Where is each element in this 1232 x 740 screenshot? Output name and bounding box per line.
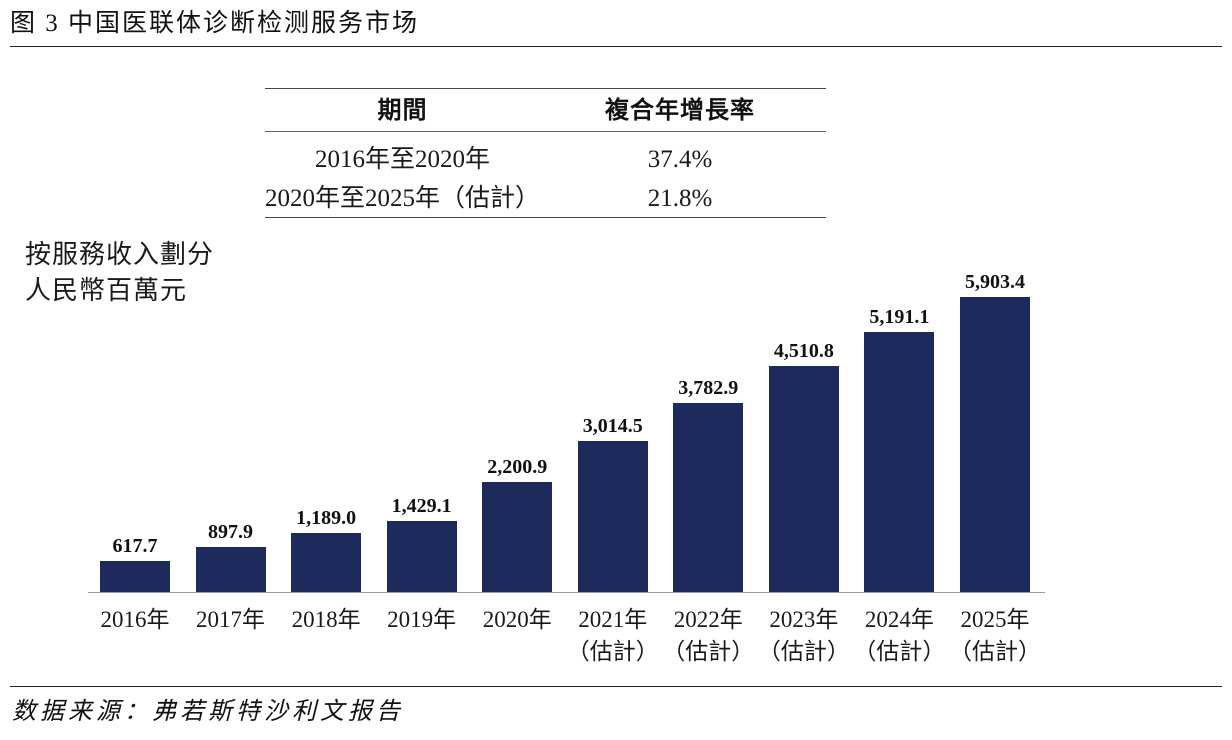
data-label-2022: 3,782.9 (678, 376, 739, 399)
bar-2025 (959, 296, 1030, 592)
source-note: 数据来源：弗若斯特沙利文报告 (12, 699, 404, 725)
x-tick-label-2018: 2018年 (291, 607, 361, 632)
data-label-2017: 897.9 (208, 521, 254, 544)
table-bottom-rule (265, 217, 826, 218)
bar-2017 (195, 547, 266, 592)
x-tick-label-2017: 2017年 (196, 607, 266, 632)
table-header-period: 期間 (377, 97, 428, 124)
table-row: 2016年至2020年 37.4% (0, 142, 1232, 178)
x-tick-label-2016: 2016年 (100, 607, 170, 632)
bar-2018 (291, 532, 362, 592)
table-cell-period: 2016年至2020年 (314, 146, 490, 173)
title-rule (10, 46, 1222, 47)
x-tick-label-2020: 2020年 (482, 607, 552, 632)
bar-2019 (386, 520, 457, 592)
y-axis-label-line-1: 按服務收入劃分 (25, 240, 215, 269)
x-tick-label-2019: 2019年 (387, 607, 457, 632)
data-label-2019: 1,429.1 (391, 494, 452, 517)
bar-2022 (673, 402, 744, 592)
table-cell-period: 2020年至2025年（估計） (264, 185, 540, 212)
x-tick-label-2022: 2022年 （估計） (662, 607, 755, 664)
data-label-2016: 617.7 (112, 535, 158, 558)
table-header-rule (265, 131, 826, 132)
bar-2021 (577, 441, 648, 592)
data-label-2021: 3,014.5 (582, 415, 643, 438)
figure-title: 图 3 中国医联体诊断检测服务市场 (10, 10, 420, 37)
x-tick-label-2021: 2021年 （估計） (566, 607, 659, 664)
table-cell-cagr: 37.4% (647, 146, 713, 173)
data-label-2025: 5,903.4 (964, 270, 1025, 293)
x-tick-label-2025: 2025年 （估計） (948, 607, 1041, 664)
data-label-2023: 4,510.8 (773, 340, 834, 363)
x-tick-label-2024: 2024年 （估計） (853, 607, 946, 664)
y-axis-label-line-2: 人民幣百萬元 (25, 276, 188, 305)
bar-2020 (482, 481, 553, 592)
bar-2023 (768, 366, 839, 592)
table-header-cagr: 複合年增長率 (605, 97, 755, 124)
x-tick-label-2023: 2023年 （估計） (757, 607, 850, 664)
bar-2024 (864, 332, 935, 592)
x-axis-line (88, 592, 1045, 593)
table-top-rule (265, 88, 826, 89)
source-rule (10, 686, 1222, 687)
bar-2016 (100, 561, 170, 592)
data-label-2020: 2,200.9 (487, 455, 548, 478)
data-label-2024: 5,191.1 (869, 306, 930, 329)
table-cell-cagr: 21.8% (647, 185, 713, 212)
y-axis-label: 按服務收入劃分 人民幣百萬元 (25, 237, 214, 309)
data-label-2018: 1,189.0 (296, 506, 357, 529)
table-row: 2020年至2025年（估計） 21.8% (0, 181, 1232, 217)
table-header-row: 期間 複合年增長率 (0, 92, 1232, 130)
